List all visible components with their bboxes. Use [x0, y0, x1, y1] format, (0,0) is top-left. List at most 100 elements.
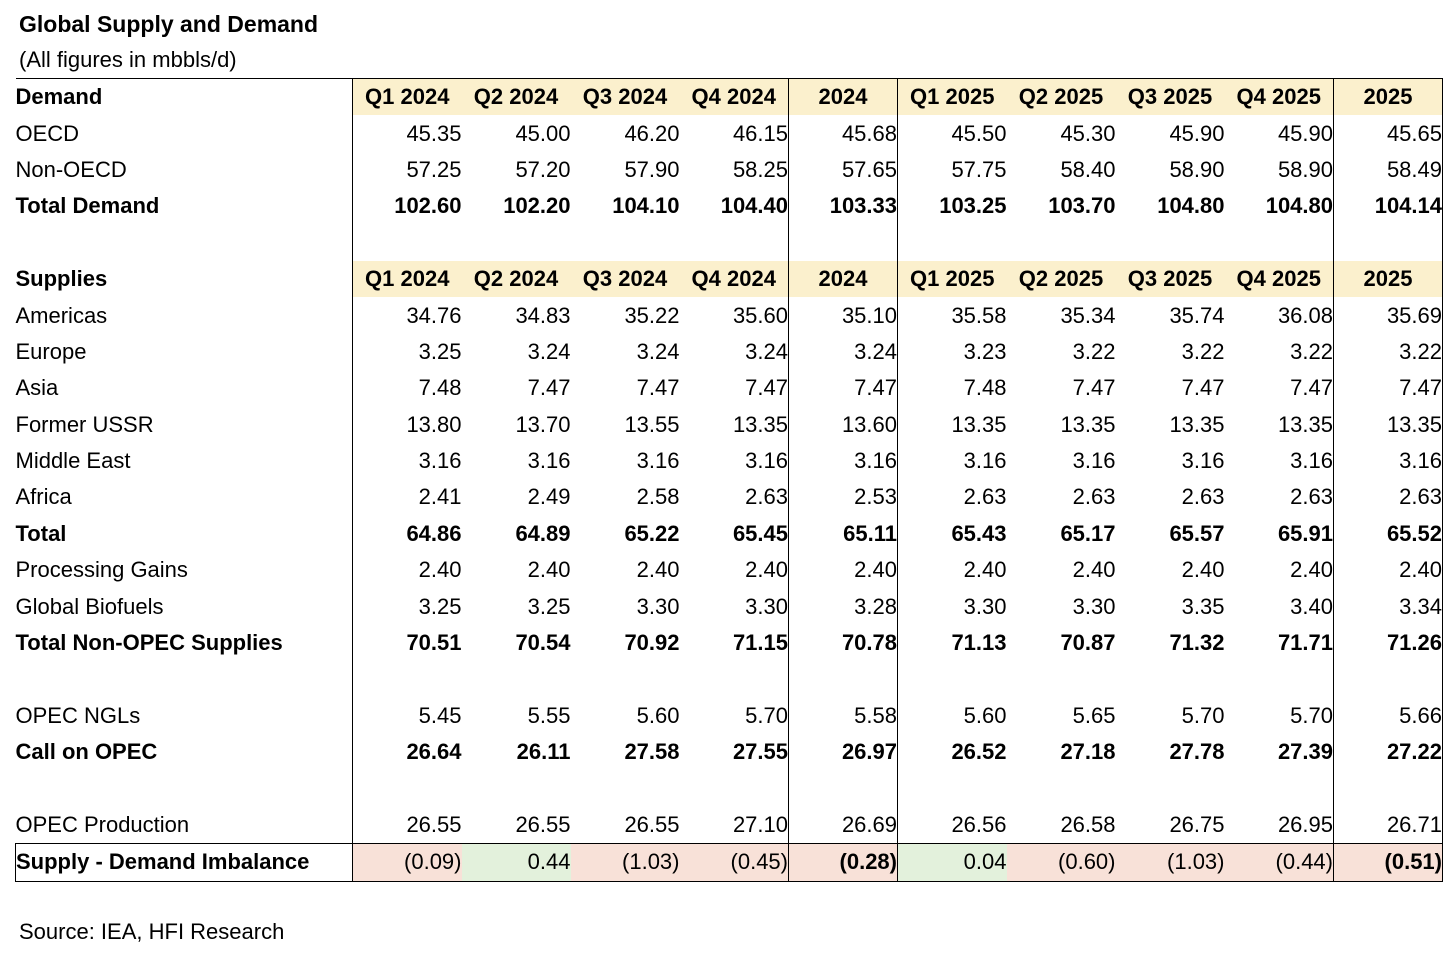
value-cell: 2.40	[527, 557, 571, 583]
row-label: Americas	[15, 302, 108, 328]
value-cell: 3.30	[745, 593, 788, 619]
empty-cell	[571, 661, 680, 697]
value-cell: 2.63	[1072, 484, 1116, 510]
column-header: Q4 2025	[1224, 78, 1334, 116]
value-cell: 26.95	[1277, 812, 1333, 837]
table-row: Processing Gains 2.40 2.40 2.40 2.40 2.40 2.40…	[16, 552, 1443, 589]
empty-cell	[1007, 661, 1116, 697]
value-cell: 58.49	[1333, 151, 1443, 189]
row-label: Call on OPEC	[15, 739, 158, 765]
table-row: OPEC NGLs 5.45 5.55 5.60 5.70 5.58 5.60 5.65 5.7…	[15, 697, 1443, 735]
value-cell: 2.53	[788, 479, 898, 516]
row-label: Former USSR	[15, 411, 154, 437]
value-cell: 13.35	[732, 411, 788, 437]
value-cell: 3.25	[352, 588, 462, 625]
value-cell: 35.69	[1333, 297, 1443, 334]
value-cell: 65.11	[788, 515, 898, 553]
value-cell: 3.16	[788, 442, 898, 480]
value-cell: 3.16	[636, 448, 680, 474]
value-cell: 71.26	[1333, 624, 1443, 662]
value-cell: 3.16	[1290, 448, 1333, 474]
table-subtitle: (All figures in mbbls/d)	[19, 47, 237, 72]
empty-cell	[1225, 661, 1334, 697]
value-cell: 35.34	[1060, 302, 1116, 328]
spacer-row	[16, 224, 1443, 261]
value-cell: 26.58	[1060, 812, 1116, 837]
empty-cell	[462, 770, 571, 806]
value-cell: 27.18	[1060, 739, 1116, 765]
value-cell: 2.40	[636, 557, 680, 583]
value-cell: 3.25	[527, 593, 571, 619]
value-cell: 65.43	[897, 515, 1007, 553]
value-cell: 26.97	[788, 734, 898, 771]
value-cell: 35.60	[732, 302, 788, 328]
value-cell: 13.55	[624, 411, 680, 437]
value-cell: 35.22	[624, 302, 680, 328]
column-header: 2024	[788, 260, 898, 298]
value-cell: 103.70	[1048, 193, 1116, 219]
value-cell: 13.35	[1060, 411, 1116, 437]
value-cell: 7.47	[1333, 370, 1443, 407]
value-cell: 7.48	[352, 370, 462, 407]
empty-cell	[1333, 661, 1443, 698]
value-cell: 35.74	[1169, 302, 1225, 328]
value-cell: 7.47	[1072, 375, 1116, 401]
empty-cell	[680, 225, 789, 261]
value-cell: 2.40	[1290, 557, 1333, 583]
value-cell: (1.03)	[570, 843, 680, 882]
row-label: Non-OECD	[15, 156, 127, 182]
table-row: OPEC Production 26.55 26.55 26.55 27.10 26.69…	[16, 806, 1443, 844]
value-cell: 27.58	[624, 739, 680, 765]
empty-cell	[788, 224, 898, 261]
table-row: Asia 7.48 7.47 7.47 7.47 7.47 7.48 7.47 7.47 7.47…	[15, 370, 1443, 407]
row-label: Total Demand	[15, 193, 160, 219]
table-row: Africa 2.41 2.49 2.58 2.63 2.53 2.63 2.63 2.63 2.…	[16, 479, 1443, 516]
value-cell: 70.51	[352, 624, 462, 662]
value-cell: 13.80	[352, 406, 462, 443]
value-cell: 57.90	[624, 156, 680, 182]
value-cell: 3.16	[1333, 442, 1443, 480]
empty-cell	[1225, 770, 1334, 806]
value-cell: 36.08	[1277, 302, 1333, 328]
row-label: Demand	[15, 78, 353, 116]
column-header: Q4 2024	[679, 78, 789, 116]
column-header: Q1 2025	[897, 260, 1007, 298]
value-cell: 5.70	[1181, 702, 1225, 728]
empty-cell	[1116, 225, 1225, 261]
value-cell: 2.40	[1072, 557, 1116, 583]
column-header: Q2 2025	[1006, 78, 1116, 116]
empty-cell	[1007, 770, 1116, 806]
row-label: OPEC NGLs	[15, 702, 141, 728]
empty-cell	[462, 225, 571, 261]
table-row: Middle East 3.16 3.16 3.16 3.16 3.16 3.16 3.16 3…	[16, 442, 1443, 480]
row-label: Asia	[15, 375, 59, 401]
value-cell: (0.28)	[788, 843, 898, 882]
value-cell: 71.32	[1169, 630, 1225, 656]
value-cell: 103.25	[897, 188, 1007, 225]
table-row: Non-OECD 57.25 57.20 57.90 58.25 57.65 57.75 58…	[15, 151, 1443, 189]
row-label	[16, 661, 353, 697]
value-cell: 45.90	[1277, 120, 1333, 146]
value-cell: 3.16	[897, 442, 1007, 480]
value-cell: 5.55	[527, 702, 571, 728]
table-row: Europe 3.25 3.24 3.24 3.24 3.24 3.23 3.22 3.22 3.…	[16, 333, 1443, 371]
value-cell: 65.17	[1060, 520, 1116, 546]
value-cell: 13.35	[897, 406, 1007, 443]
value-cell: 3.35	[1181, 593, 1225, 619]
value-cell: (0.44)	[1224, 843, 1334, 882]
value-cell: 45.90	[1169, 120, 1225, 146]
value-cell: 5.45	[352, 697, 462, 735]
empty-cell	[897, 224, 1007, 261]
empty-cell	[571, 225, 680, 261]
header-row: Supplies Q1 2024 Q2 2024 Q3 2024 Q4 2024 2024…	[16, 260, 1443, 298]
row-label	[16, 225, 353, 261]
value-cell: 2.63	[897, 479, 1007, 516]
value-cell: 65.45	[732, 520, 788, 546]
empty-cell	[1333, 224, 1443, 261]
value-cell: 35.10	[788, 297, 898, 334]
column-header: Q3 2024	[570, 260, 680, 298]
value-cell: 34.76	[352, 297, 462, 334]
value-cell: 3.30	[897, 588, 1007, 625]
column-header: 2025	[1333, 260, 1443, 298]
value-cell: 2.63	[1333, 479, 1443, 516]
